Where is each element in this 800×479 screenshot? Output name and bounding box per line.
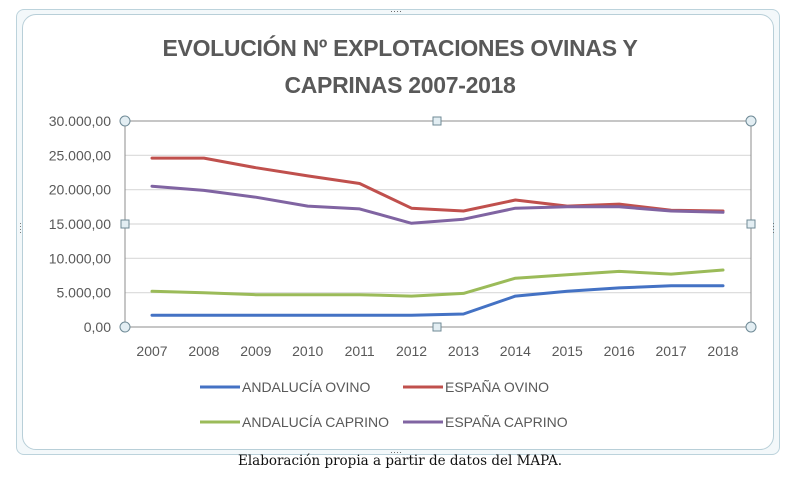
x-tick-label: 2018 bbox=[707, 343, 738, 359]
corner-resize-handle[interactable] bbox=[119, 321, 131, 333]
y-tick-label: 10.000,00 bbox=[49, 250, 111, 266]
legend-label: ANDALUCÍA CAPRINO bbox=[242, 414, 389, 430]
series-line-espa-a-ovino bbox=[150, 156, 725, 213]
legend-item[interactable]: ANDALUCÍA CAPRINO bbox=[200, 414, 389, 430]
x-tick-label: 2016 bbox=[604, 343, 635, 359]
corner-resize-handle[interactable] bbox=[745, 115, 757, 127]
x-tick-label: 2008 bbox=[188, 343, 219, 359]
side-resize-handle[interactable] bbox=[746, 219, 756, 229]
x-tick-label: 2015 bbox=[552, 343, 583, 359]
chart-title-line-2: CAPRINAS 2007-2018 bbox=[284, 72, 516, 98]
top-resize-grip-icon[interactable]: ···· bbox=[390, 6, 402, 16]
bottom-resize-grip-icon[interactable]: ···· bbox=[390, 447, 402, 457]
x-tick-label: 2012 bbox=[396, 343, 427, 359]
chart-title-line-1: EVOLUCIÓN Nº EXPLOTACIONES OVINAS Y bbox=[162, 35, 638, 61]
side-resize-handle[interactable] bbox=[120, 219, 130, 229]
y-tick-label: 15.000,00 bbox=[49, 216, 111, 232]
x-tick-label: 2007 bbox=[136, 343, 167, 359]
x-tick-label: 2009 bbox=[240, 343, 271, 359]
x-tick-label: 2013 bbox=[448, 343, 479, 359]
legend-item[interactable]: ESPAÑA CAPRINO bbox=[403, 414, 568, 430]
right-resize-grip-icon[interactable]: ···· bbox=[769, 222, 779, 234]
series-line-andaluc-a-ovino bbox=[150, 284, 725, 317]
x-tick-label: 2014 bbox=[500, 343, 531, 359]
chart-area[interactable] bbox=[22, 14, 774, 450]
legend-label: ESPAÑA OVINO bbox=[445, 379, 549, 395]
y-tick-label: 30.000,00 bbox=[49, 113, 111, 129]
legend-label: ANDALUCÍA OVINO bbox=[242, 379, 370, 395]
chart-title: EVOLUCIÓN Nº EXPLOTACIONES OVINAS Y CAPR… bbox=[0, 30, 800, 104]
side-resize-handle[interactable] bbox=[432, 322, 442, 332]
corner-resize-handle[interactable] bbox=[119, 115, 131, 127]
x-tick-label: 2017 bbox=[656, 343, 687, 359]
x-tick-label: 2010 bbox=[292, 343, 323, 359]
series-line-andaluc-a-caprino bbox=[150, 268, 725, 298]
legend-label: ESPAÑA CAPRINO bbox=[445, 414, 568, 430]
legend-item[interactable]: ESPAÑA OVINO bbox=[403, 379, 549, 395]
source-caption: Elaboración propia a partir de datos del… bbox=[237, 453, 563, 469]
series-line-espa-a-caprino bbox=[150, 184, 725, 225]
legend-item[interactable]: ANDALUCÍA OVINO bbox=[200, 379, 370, 395]
y-tick-label: 5.000,00 bbox=[57, 285, 112, 301]
side-resize-handle[interactable] bbox=[432, 116, 442, 126]
y-tick-label: 25.000,00 bbox=[49, 147, 111, 163]
corner-resize-handle[interactable] bbox=[745, 321, 757, 333]
left-resize-grip-icon[interactable]: ···· bbox=[16, 222, 26, 234]
x-tick-label: 2011 bbox=[345, 343, 375, 359]
y-tick-label: 0,00 bbox=[84, 319, 111, 335]
y-tick-label: 20.000,00 bbox=[49, 182, 111, 198]
